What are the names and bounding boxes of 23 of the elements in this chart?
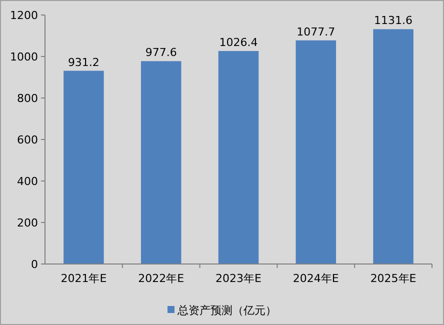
y-tick-label: 800 xyxy=(17,92,38,105)
y-tick-label: 400 xyxy=(17,175,38,188)
x-tick-label: 2022年E xyxy=(138,272,184,285)
y-tick-label: 1000 xyxy=(10,50,38,64)
bar xyxy=(64,70,104,264)
x-tick-label: 2025年E xyxy=(370,272,416,285)
x-tick-label: 2021年E xyxy=(60,272,107,285)
y-tick-label: 200 xyxy=(17,216,38,230)
data-label: 931.2 xyxy=(68,56,100,69)
data-label: 1077.7 xyxy=(296,25,336,38)
legend-label: 总资产预测（亿元） xyxy=(176,304,276,317)
y-tick-label: 600 xyxy=(17,134,38,146)
data-label: 977.6 xyxy=(145,46,177,60)
data-label: 1131.6 xyxy=(374,14,413,28)
bar xyxy=(296,40,336,264)
data-label: 1026.4 xyxy=(219,36,258,50)
bar xyxy=(218,51,259,264)
y-tick-label: 0 xyxy=(31,258,38,271)
bar xyxy=(140,61,182,264)
x-tick-label: 2023年E xyxy=(216,272,262,285)
bar xyxy=(373,29,414,264)
y-tick-label: 1200 xyxy=(10,9,38,22)
x-tick-label: 2024年E xyxy=(292,272,339,285)
